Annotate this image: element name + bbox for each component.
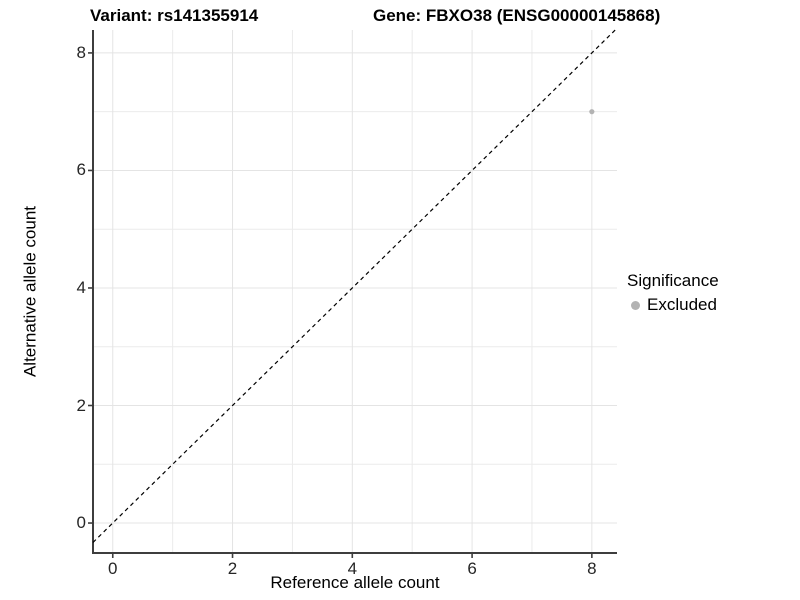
legend-item-label: Excluded (647, 295, 717, 314)
x-tick-label: 0 (108, 559, 118, 578)
legend-title: Significance (627, 271, 719, 290)
legend: Significance Excluded (627, 271, 719, 315)
x-tick-label: 2 (227, 559, 238, 578)
y-tick-label: 8 (76, 42, 86, 62)
y-tick-label: 2 (76, 395, 86, 415)
legend-item-excluded: Excluded (627, 295, 719, 315)
gene-title: Gene: FBXO38 (ENSG00000145868) (373, 6, 661, 25)
y-tick-label: 6 (76, 160, 86, 180)
identity-line (92, 29, 616, 543)
y-axis-title: Alternative allele count (20, 205, 40, 378)
excluded-point-icon (631, 300, 640, 310)
data-point (589, 109, 595, 115)
y-tick-label: 4 (76, 277, 86, 297)
y-tick-label: 0 (76, 513, 86, 533)
variant-title: Variant: rs141355914 (90, 6, 259, 25)
x-tick-label: 6 (467, 559, 477, 578)
x-tick-label: 4 (347, 559, 358, 578)
x-axis-title: Reference allele count (270, 573, 440, 592)
x-tick-label: 8 (587, 559, 597, 578)
